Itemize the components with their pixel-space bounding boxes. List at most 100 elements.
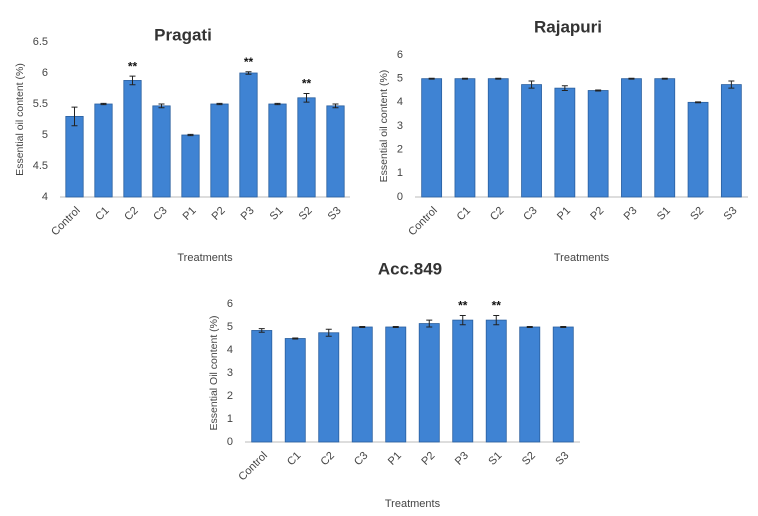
bar: [94, 103, 113, 198]
y-tick-label: 2: [397, 144, 403, 156]
y-tick-label: 5.5: [33, 98, 48, 110]
y-tick-label: 4: [227, 344, 233, 356]
x-tick-label: S2: [297, 205, 315, 223]
y-axis-label: Essential oil content (%): [378, 70, 390, 183]
x-tick-label: C1: [93, 205, 111, 223]
x-tick-label: S3: [553, 450, 571, 468]
x-tick-label: P2: [419, 450, 437, 468]
y-tick-label: 6: [227, 298, 233, 310]
bar: [454, 78, 476, 198]
bar: [519, 326, 541, 443]
error-bar: [392, 326, 399, 328]
bar: [268, 103, 287, 198]
error-bar: [292, 337, 299, 340]
y-tick-label: 5: [397, 73, 403, 85]
bar: [123, 80, 142, 198]
x-tick-label: C2: [488, 205, 506, 223]
error-bar: [332, 103, 339, 109]
significance-label: **: [128, 59, 138, 73]
y-tick-label: 0: [397, 191, 403, 203]
bar: [485, 319, 507, 443]
y-tick-label: 2: [227, 390, 233, 402]
bar: [297, 97, 316, 198]
y-tick-label: 1: [227, 413, 233, 425]
bar: [181, 134, 200, 198]
x-tick-label: P1: [386, 450, 404, 468]
y-tick-label: 3: [397, 120, 403, 132]
error-bar: [695, 101, 702, 104]
x-tick-label: S1: [268, 205, 286, 223]
x-tick-label: P3: [239, 205, 257, 223]
error-bar: [71, 106, 78, 127]
x-tick-label: S1: [486, 450, 504, 468]
x-tick-label: Control: [236, 450, 270, 484]
x-axis-label: Treatments: [554, 252, 610, 264]
error-bar: [100, 102, 107, 106]
error-bar: [428, 77, 435, 80]
error-bar: [158, 103, 165, 109]
error-bar: [728, 80, 735, 89]
error-bar: [245, 71, 252, 75]
error-bar: [359, 326, 366, 328]
x-tick-label: Control: [49, 205, 83, 239]
error-bar: [216, 102, 223, 106]
y-tick-label: 1: [397, 167, 403, 179]
error-bar: [495, 77, 502, 80]
x-tick-label: C3: [151, 205, 169, 223]
bar: [210, 103, 229, 198]
x-tick-label: P1: [555, 205, 573, 223]
error-bar: [493, 315, 500, 326]
x-tick-label: S3: [326, 205, 344, 223]
error-bar: [258, 328, 265, 333]
y-tick-label: 6.5: [33, 36, 48, 48]
x-tick-label: P2: [210, 205, 228, 223]
y-tick-label: 5: [227, 321, 233, 333]
bar: [65, 116, 84, 198]
error-bar: [426, 319, 433, 328]
bar: [521, 84, 542, 198]
error-bar: [303, 92, 310, 103]
y-tick-label: 0: [227, 436, 233, 448]
bar: [239, 72, 258, 198]
bar: [318, 332, 340, 443]
bar: [326, 105, 345, 198]
bar: [621, 78, 642, 198]
error-bar: [661, 77, 668, 80]
x-axis-label: Treatments: [385, 498, 441, 510]
error-bar: [560, 326, 567, 328]
x-tick-label: P1: [181, 205, 199, 223]
bar: [687, 101, 709, 198]
x-tick-label: P2: [588, 205, 606, 223]
y-tick-label: 3: [227, 367, 233, 379]
x-tick-label: C2: [318, 450, 336, 468]
y-axis-label: Essential Oil content (%): [208, 316, 220, 431]
error-bar: [459, 315, 466, 326]
y-tick-label: 4.5: [33, 160, 48, 172]
x-tick-label: P3: [622, 205, 640, 223]
x-tick-label: C3: [521, 205, 539, 223]
x-tick-label: S2: [688, 205, 706, 223]
error-bar: [325, 328, 332, 337]
error-bar: [274, 102, 281, 106]
chart-title: Acc.849: [378, 259, 442, 278]
x-tick-label: C1: [455, 205, 473, 223]
bar: [251, 330, 273, 443]
chart-title: Rajapuri: [534, 17, 602, 36]
significance-label: **: [492, 299, 502, 313]
bar: [452, 319, 474, 443]
error-bar: [461, 77, 468, 80]
x-tick-label: C3: [352, 450, 370, 468]
significance-label: **: [244, 55, 254, 69]
error-bar: [595, 89, 602, 92]
bar: [152, 105, 171, 198]
y-tick-label: 6: [397, 49, 403, 61]
y-tick-label: 6: [42, 67, 48, 79]
error-bar: [561, 85, 568, 91]
bar: [487, 78, 509, 198]
y-tick-label: 4: [42, 191, 48, 203]
bar: [552, 326, 574, 443]
y-tick-label: 5: [42, 129, 48, 141]
bar: [385, 326, 407, 443]
bar: [554, 87, 576, 198]
